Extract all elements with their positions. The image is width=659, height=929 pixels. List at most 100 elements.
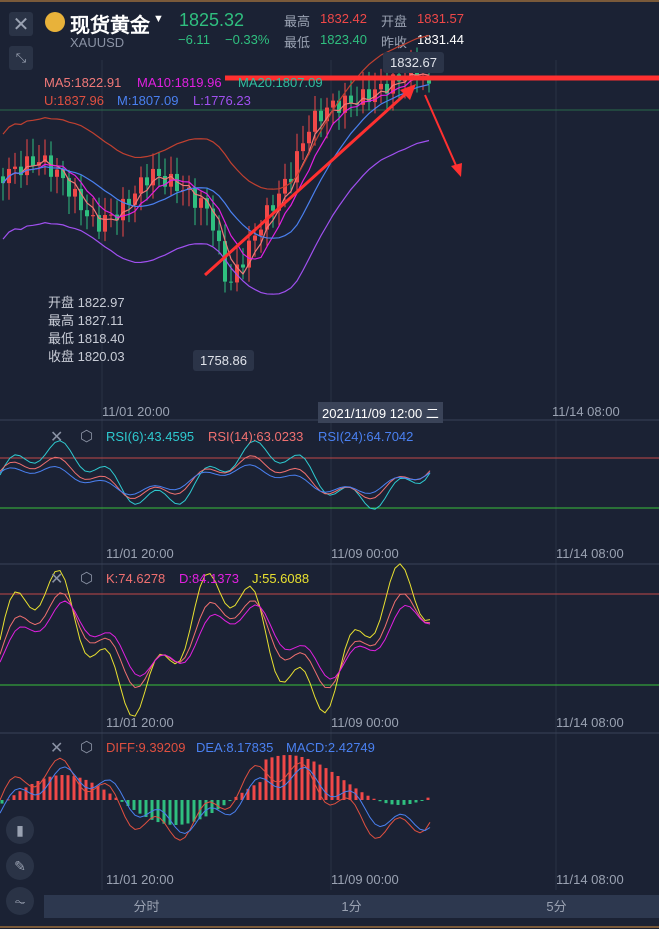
candle-body [229, 281, 233, 283]
low-label: 最低 [284, 35, 311, 50]
macd-bar [156, 800, 160, 823]
x-tick: 11/14 08:00 [556, 715, 624, 730]
candle-body [61, 169, 65, 179]
macd-bar [90, 782, 94, 800]
boll-lower-label: L:1776.23 [193, 93, 251, 108]
ma20-label: MA20:1807.09 [238, 75, 323, 90]
candle-body [289, 178, 293, 183]
rsi6-label: RSI(6):43.4595 [106, 429, 195, 444]
collapse-arrows-icon: ⤡ [15, 50, 27, 65]
candle-body [31, 156, 35, 166]
k-label: K:74.6278 [106, 571, 166, 586]
candle-body [313, 110, 317, 132]
macd-bar [378, 800, 382, 802]
candle-body [91, 215, 95, 217]
top-border [0, 0, 659, 2]
candle-body [103, 215, 107, 232]
instrument-title[interactable]: 现货黄金 [70, 15, 150, 37]
macd-bar [390, 800, 394, 805]
macd-bar [348, 784, 352, 800]
indicator-tool-button[interactable]: ⏦ [6, 887, 34, 915]
macd-bar [48, 776, 52, 800]
candle-body [79, 188, 83, 211]
close-button[interactable]: ✕ [9, 12, 33, 36]
macd-bar [36, 780, 40, 800]
price-change-pct: −0.33% [225, 32, 270, 47]
settings-icon[interactable]: ⬡ [80, 739, 94, 756]
macd-bar [408, 800, 412, 804]
ohlc-close: 收盘 1820.03 [48, 349, 125, 364]
gold-icon [45, 12, 65, 32]
candle-body [55, 169, 59, 177]
collapse-button[interactable]: ⤡ [9, 46, 33, 70]
macd-bar [426, 797, 430, 800]
close-icon: ✕ [12, 13, 30, 36]
candle-body [157, 168, 161, 176]
x-tick: 11/14 08:00 [552, 404, 620, 419]
rsi6-line [0, 440, 431, 510]
candle-body [307, 131, 311, 144]
settings-icon[interactable]: ⬡ [80, 428, 94, 445]
dea-label: DEA:8.17835 [196, 740, 274, 755]
macd-bar [0, 800, 4, 804]
macd-bar [114, 797, 118, 800]
candle-body [109, 214, 113, 216]
candle-body [331, 100, 335, 108]
candle-body [223, 241, 227, 282]
crosshair-time: 2021/11/09 12:00 二 [318, 402, 443, 423]
candle-body [253, 235, 257, 241]
macd-bar [6, 799, 10, 801]
max-price-tip: 1832.67 [383, 52, 444, 73]
macd-bar [144, 800, 148, 817]
ohlc-low: 最低 1818.40 [48, 331, 125, 346]
macd-bar [294, 755, 298, 800]
period-tabs: 分时 1分 5分 [44, 895, 659, 918]
tab-1min[interactable]: 1分 [341, 899, 362, 914]
macd-bar [414, 800, 418, 803]
macd-bar [204, 800, 208, 817]
close-indicator-icon[interactable]: ✕ [50, 740, 64, 757]
macd-bar [132, 800, 136, 810]
close-indicator-icon[interactable]: ✕ [50, 571, 64, 588]
macd-bar [360, 792, 364, 800]
price-change: −6.11 [178, 32, 210, 47]
macd-bar [396, 800, 400, 805]
candle-body [241, 264, 245, 268]
candle-body [97, 215, 101, 232]
macd-bar [120, 800, 124, 802]
j-line [0, 563, 431, 717]
macd-bar [372, 798, 376, 800]
macd-bar [252, 785, 256, 800]
settings-icon[interactable]: ⬡ [80, 570, 94, 587]
macd-bar [96, 785, 100, 800]
macd-bar [54, 775, 58, 800]
x-tick: 11/14 08:00 [556, 546, 624, 561]
candle-body [277, 193, 281, 211]
diff-label: DIFF:9.39209 [106, 740, 186, 755]
ma10-label: MA10:1819.96 [137, 75, 222, 90]
tab-timeshare[interactable]: 分时 [133, 899, 160, 914]
macd-bar [84, 779, 88, 800]
macd-bar [66, 775, 70, 800]
macd-bar [228, 800, 232, 802]
candle-body [205, 198, 209, 209]
macd-bar [108, 793, 112, 800]
macd-bar [318, 764, 322, 800]
x-tick: 11/01 20:00 [106, 546, 174, 561]
dropdown-caret-icon[interactable]: ▼ [153, 13, 164, 25]
candle-body [139, 177, 143, 194]
ma5-line [2, 73, 430, 276]
x-tick: 11/01 20:00 [102, 404, 170, 419]
close-indicator-icon[interactable]: ✕ [50, 429, 64, 446]
x-tick: 11/09 00:00 [331, 715, 399, 730]
candlestick-tool-button[interactable]: ▮ [6, 816, 34, 844]
draw-tool-button[interactable]: ✎ [6, 852, 34, 880]
macd-bar [330, 771, 334, 800]
candle-body [85, 210, 89, 217]
candle-body [67, 178, 71, 197]
candle-body [163, 175, 167, 187]
j-label: J:55.6088 [252, 571, 310, 586]
tab-5min[interactable]: 5分 [546, 899, 567, 914]
candle-body [247, 240, 251, 268]
